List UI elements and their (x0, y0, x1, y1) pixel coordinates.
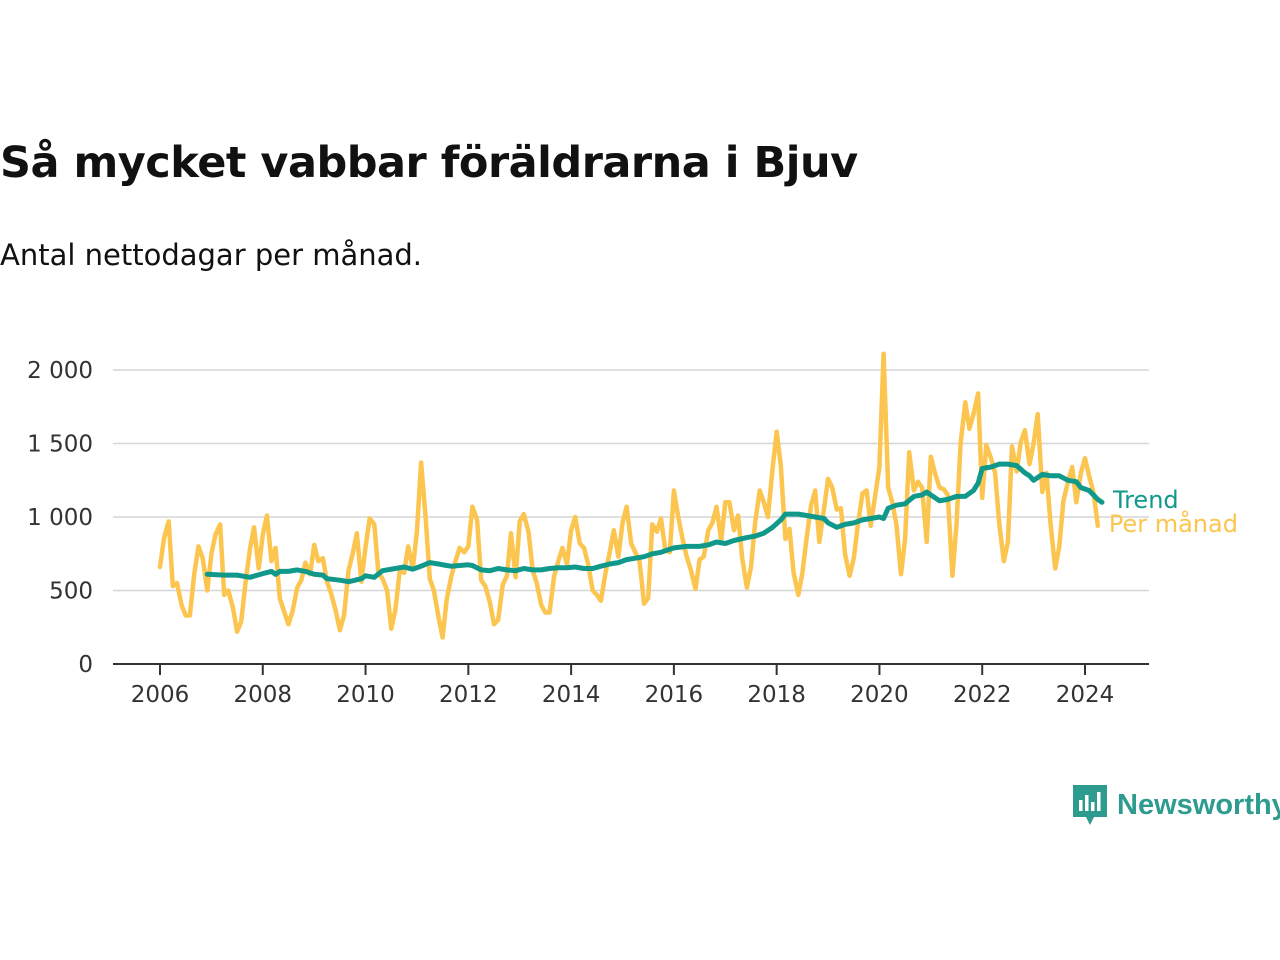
x-tick-label: 2010 (336, 682, 395, 708)
x-tick-label: 2024 (1056, 682, 1115, 708)
series-label-per-m-nad: Per månad (1109, 509, 1238, 538)
y-axis: 0 500 1 000 1 500 2 000 (27, 358, 93, 678)
x-tick-label: 2018 (747, 682, 806, 708)
newsworthy-logo-icon (1073, 785, 1107, 825)
series-label-trend: Trend (1112, 486, 1179, 514)
y-tick-label: 500 (49, 579, 93, 605)
y-tick-label: 2 000 (27, 358, 93, 384)
series-lines (157, 351, 1105, 640)
newsworthy-brand[interactable]: Newsworthy (1073, 785, 1280, 825)
chart-subtitle: Antal nettodagar per månad. (0, 238, 423, 272)
line-chart: 0 500 1 000 1 500 2 000 2006 2008 2010 2012 2014… (27, 351, 1238, 708)
grid-lines (113, 369, 1149, 592)
chart-title: Så mycket vabbar föräldrarna i Bjuv (0, 138, 858, 188)
y-tick-label: 0 (78, 652, 93, 678)
x-tick-label: 2020 (850, 682, 909, 708)
x-axis: 2006 2008 2010 2012 2014 2016 2018 2020 2022 2024 (113, 663, 1149, 708)
x-tick-label: 2016 (645, 682, 704, 708)
series-line-per-m-nad (157, 351, 1101, 640)
y-tick-label: 1 500 (27, 432, 93, 458)
brand-name: Newsworthy (1117, 788, 1280, 821)
y-tick-label: 1 000 (27, 505, 93, 531)
x-tick-label: 2008 (234, 682, 293, 708)
x-tick-label: 2014 (542, 682, 601, 708)
x-tick-label: 2012 (439, 682, 498, 708)
series-line-trend (204, 461, 1105, 585)
x-tick-label: 2006 (131, 682, 190, 708)
x-tick-label: 2022 (953, 682, 1012, 708)
